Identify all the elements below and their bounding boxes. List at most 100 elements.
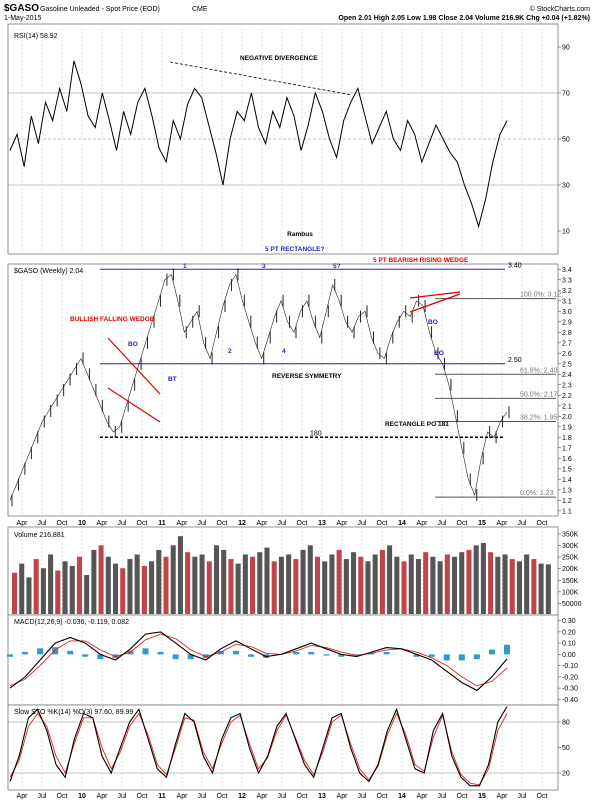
price-tick-label: 2.7: [562, 340, 572, 347]
price-tick-label: 2.4: [562, 372, 572, 379]
volume-bar: [76, 556, 82, 614]
price-tick-label: 1.8: [562, 435, 572, 442]
macd-histogram-bar: [232, 650, 239, 655]
volume-bar: [264, 547, 270, 614]
x-tick-label: Oct: [137, 520, 148, 527]
macd-histogram-bar: [127, 650, 134, 655]
x-tick-label: Oct: [137, 793, 148, 800]
volume-bar: [423, 552, 429, 614]
rsi-tick-label: 50: [562, 137, 570, 144]
x-tick-label: Apr: [17, 520, 29, 527]
rsi-tick-label: 70: [562, 91, 570, 98]
volume-bar: [415, 559, 421, 614]
volume-bar: [480, 543, 486, 614]
rising-wedge-line: [409, 291, 461, 299]
macd-tick-label: -0.10: [562, 663, 578, 670]
macd-tick-label: 0.30: [562, 618, 576, 625]
x-tick-label: Oct: [217, 520, 228, 527]
volume-bar: [98, 545, 104, 614]
volume-bar: [185, 552, 191, 614]
macd-histogram-bar: [52, 647, 59, 655]
macd-histogram-bar: [142, 648, 149, 655]
price-annotation: RECTANGLE PO 181: [385, 421, 449, 428]
volume-bar: [156, 549, 162, 614]
volume-bar: [502, 554, 508, 614]
volume-bar: [452, 556, 458, 614]
x-tick-label: 12: [238, 793, 246, 800]
x-tick-label: Oct: [297, 793, 308, 800]
volume-bar: [322, 561, 328, 614]
x-tick-label: Apr: [97, 520, 109, 527]
price-level-label: 61.8%: 2.40: [520, 367, 557, 374]
rsi-tick-label: 30: [562, 183, 570, 190]
macd-histogram-bar: [37, 648, 44, 655]
x-tick-label: Oct: [537, 793, 548, 800]
volume-bar: [459, 552, 465, 614]
volume-bar: [343, 559, 349, 614]
macd-histogram-bar: [217, 650, 224, 655]
volume-bar: [48, 554, 54, 614]
rising-wedge-line: [409, 293, 461, 313]
x-tick-label: Oct: [57, 520, 68, 527]
price-level-label: 180: [310, 430, 322, 437]
x-tick-label: Apr: [497, 520, 509, 527]
x-tick-label: Apr: [177, 520, 189, 527]
price-annotation: 5 PT RECTANGLE?: [265, 246, 324, 253]
price-tick-label: 2.8: [562, 330, 572, 337]
x-tick-label: Jul: [38, 793, 47, 800]
volume-bar: [199, 554, 205, 614]
wedge-line: [107, 387, 161, 423]
x-tick-label: 15: [478, 520, 486, 527]
price-annotation: 3: [262, 263, 266, 270]
brand-label: © StockCharts.com: [530, 5, 591, 13]
rsi-legend: RSI(14) 58.92: [14, 33, 58, 40]
price-annotation: BO: [128, 341, 138, 348]
macd-histogram-bar: [187, 654, 194, 660]
x-tick-label: Apr: [177, 793, 189, 800]
x-tick-label: 14: [398, 520, 406, 527]
x-tick-label: Jul: [118, 520, 127, 527]
x-tick-label: Apr: [257, 520, 269, 527]
price-annotation: BULLISH FALLING WEDGE: [70, 316, 155, 323]
quote-line: Open 2.01 High 2.05 Low 1.98 Close 2.04 …: [338, 15, 590, 22]
macd-histogram-bar: [488, 649, 495, 655]
price-level-label: 38.2%: 1.95: [520, 415, 557, 422]
chart-date: 1-May-2015: [4, 15, 41, 22]
volume-tick-label: 200K: [562, 566, 579, 573]
rambus-title: Rambus: [287, 231, 313, 238]
macd-histogram-bar: [172, 654, 179, 660]
price-level-label: 100.0%: 3.12: [520, 292, 561, 299]
volume-bar: [271, 561, 277, 614]
macd-histogram-bar: [22, 651, 29, 655]
x-tick-label: 14: [398, 793, 406, 800]
stochastic-legend: Slow STO %K(14) %D(3) 97.60, 89.99: [14, 709, 133, 716]
volume-bar: [19, 563, 25, 614]
macd-histogram-bar: [67, 650, 74, 655]
volume-bar: [545, 564, 551, 614]
volume-bar: [293, 559, 299, 614]
volume-bar: [437, 561, 443, 614]
volume-bar: [221, 549, 227, 614]
volume-bar: [134, 554, 140, 614]
price-panel: $GASO (Weekly) 2.04 3.4 3.3 3.2 3.1 3.0 2.9 2.8…: [9, 262, 572, 515]
stochastic-tick-label: 80: [562, 720, 570, 727]
x-tick-label: Apr: [337, 793, 349, 800]
macd-signal-line: [9, 633, 508, 687]
volume-bar: [387, 545, 393, 614]
x-tick-label: 15: [478, 793, 486, 800]
volume-bar: [177, 536, 183, 614]
volume-bar: [163, 556, 169, 614]
x-tick-label: Jul: [278, 520, 287, 527]
volume-bar: [242, 554, 248, 614]
macd-histogram-bar: [7, 654, 13, 657]
macd-line: [9, 631, 508, 692]
macd-tick-label: -0.40: [562, 697, 578, 704]
x-tick-label: Oct: [457, 793, 468, 800]
price-level-label: 3.40: [508, 262, 522, 269]
rsi-tick-label: 90: [562, 45, 570, 52]
annotation-negative-divergence: NEGATIVE DIVERGENCE: [240, 55, 318, 62]
price-trace: [9, 273, 508, 501]
price-tick-label: 3.3: [562, 277, 572, 284]
x-tick-label: Oct: [377, 520, 388, 527]
macd-histogram-bar: [157, 651, 164, 655]
